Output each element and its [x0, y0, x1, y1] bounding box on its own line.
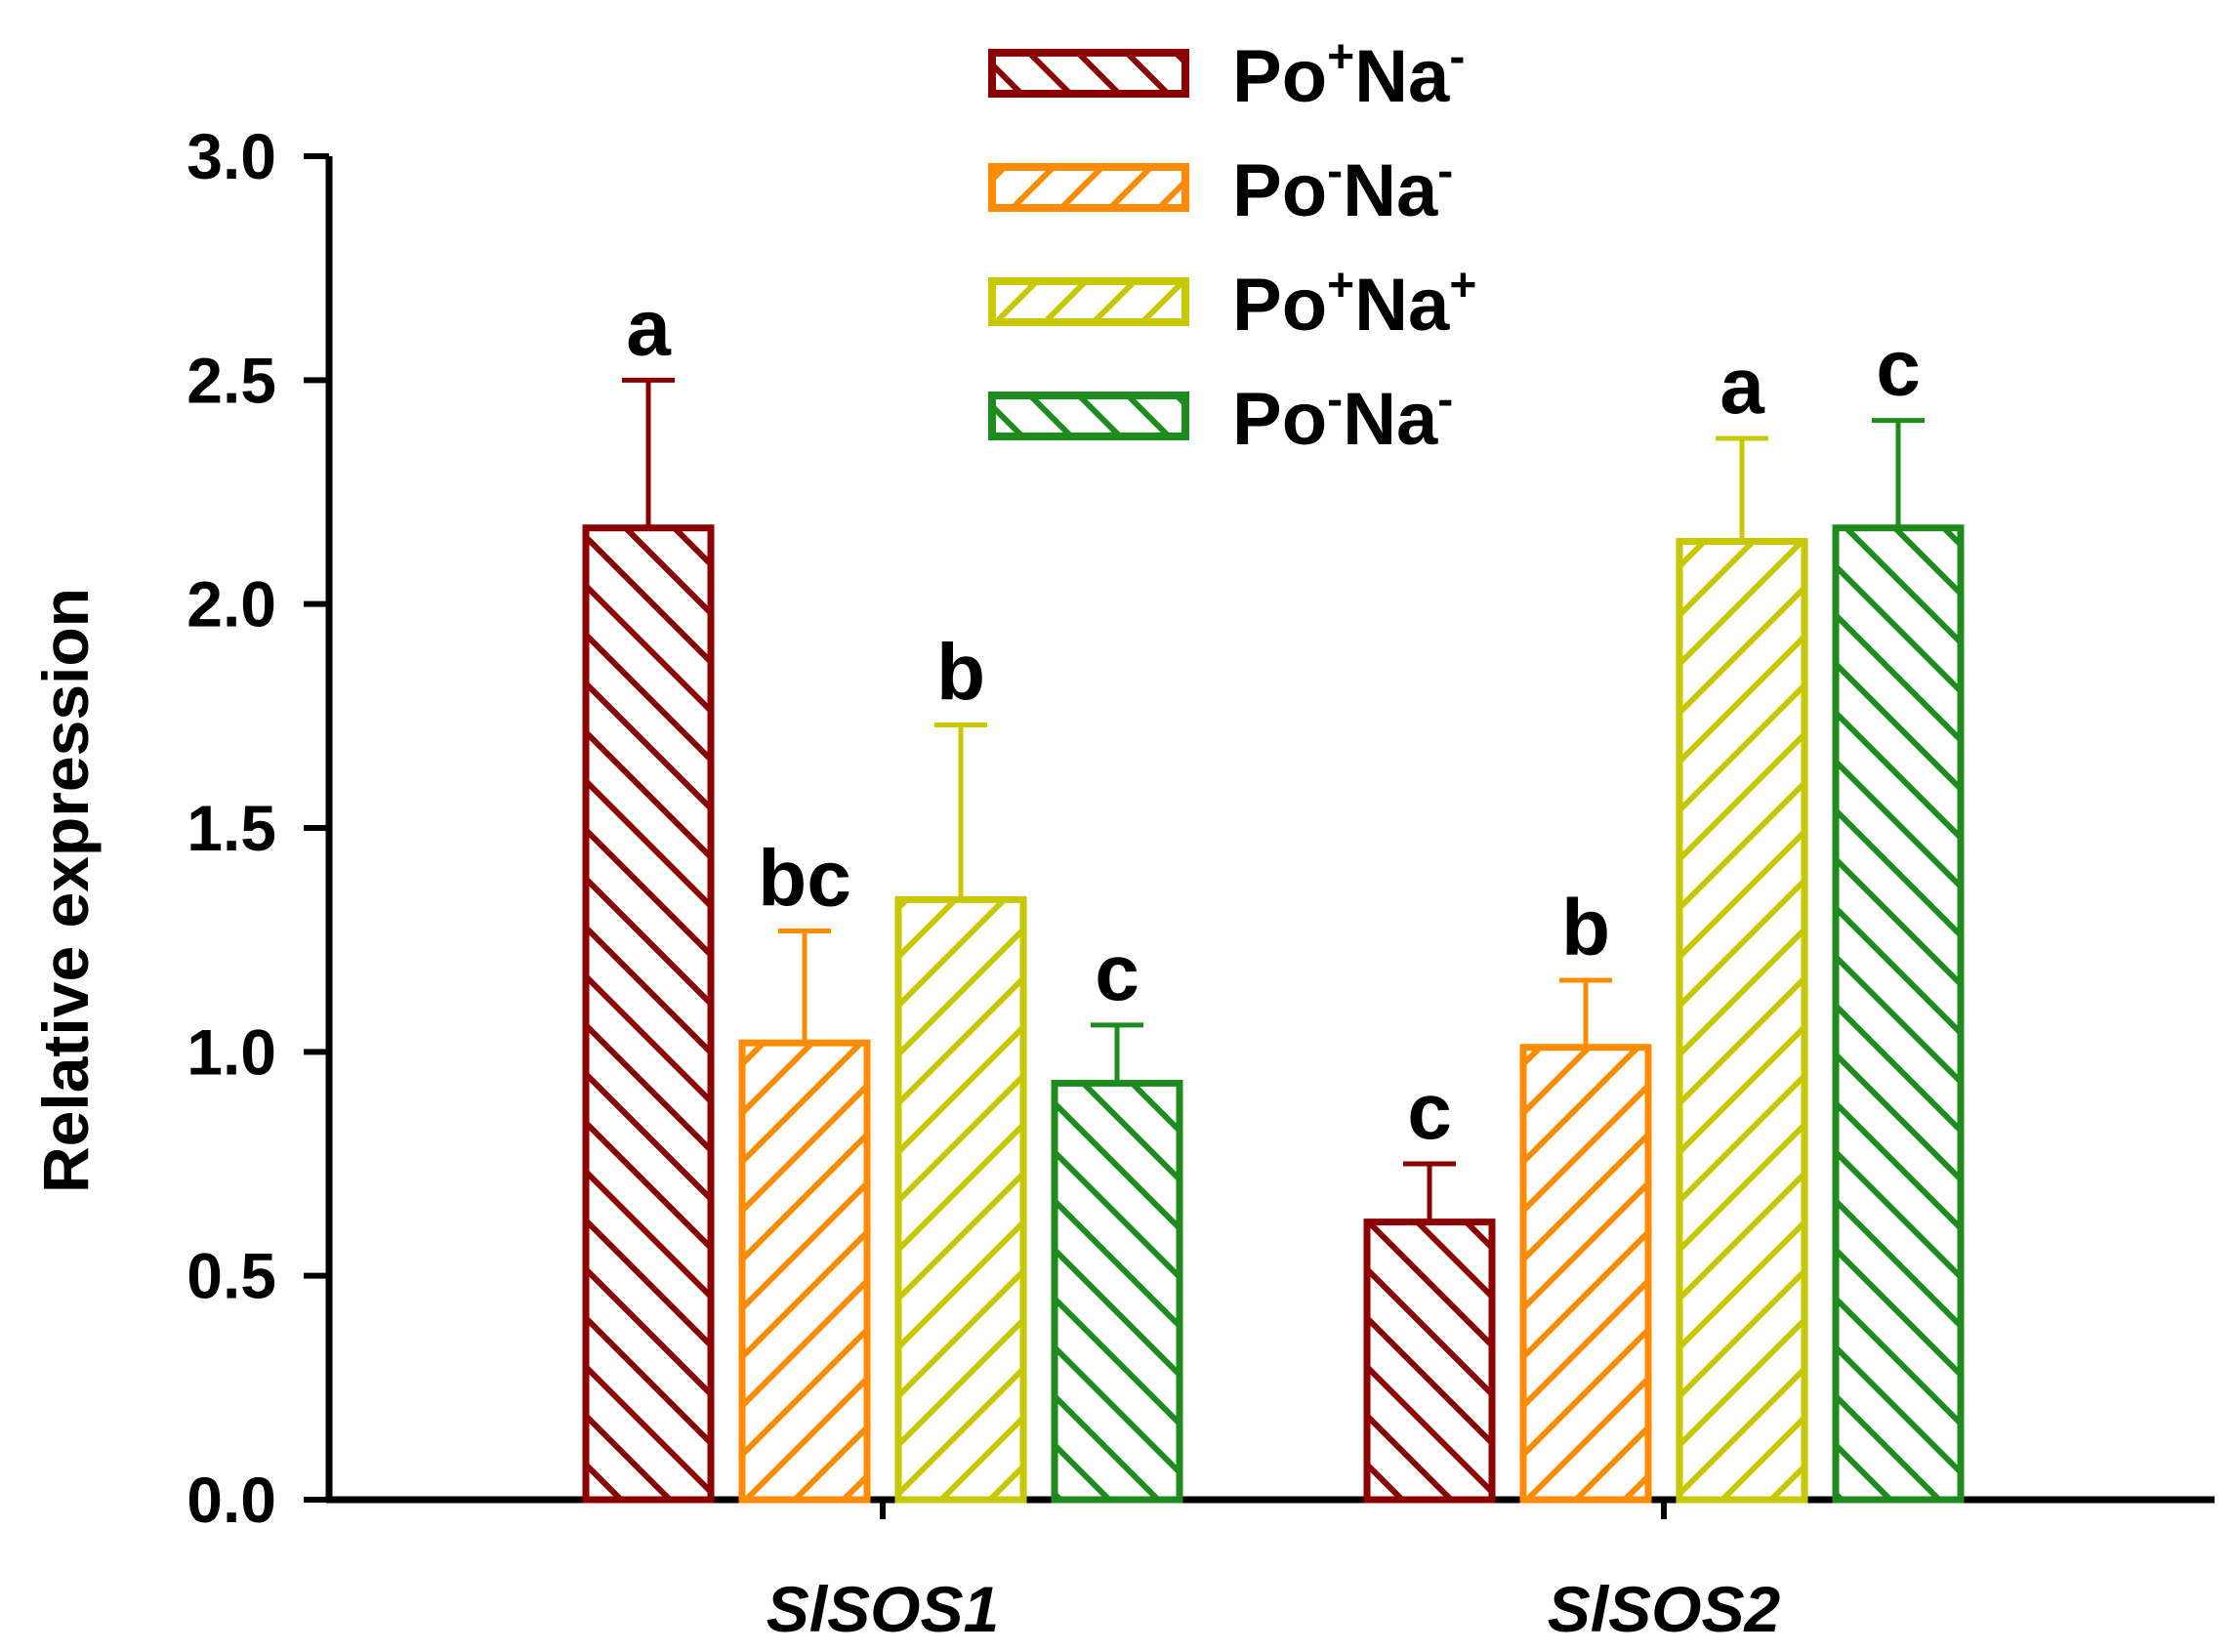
significance-letter: b [936, 629, 985, 718]
significance-letter: b [1561, 884, 1610, 972]
y-tick-label: 2.5 [186, 344, 276, 416]
bar [1519, 1044, 1652, 1504]
legend-label: Po-Na- [1232, 374, 1453, 461]
x-category-label: SlSOS2 [1548, 1573, 1781, 1645]
bar [738, 1039, 871, 1504]
y-tick-label: 0.5 [186, 1240, 276, 1312]
y-tick-label: 1.5 [186, 792, 276, 864]
significance-letter: c [1095, 929, 1140, 1017]
bar [1363, 1218, 1496, 1504]
legend-swatch [988, 392, 1189, 440]
y-tick-label: 3.0 [186, 120, 276, 192]
significance-letter: a [626, 283, 672, 372]
y-ticks: 0.0 0.5 1.0 1.5 2.0 2.5 3.0 [186, 120, 329, 1536]
bar [1676, 537, 1808, 1504]
error-bars [622, 377, 1925, 1222]
bar [582, 524, 715, 1504]
legend: Po+Na- Po-Na- Po+Na+ Po-Na- [988, 31, 1476, 461]
legend-swatch [988, 49, 1189, 98]
y-tick-label: 2.0 [186, 568, 276, 640]
legend-label: Po+Na- [1232, 31, 1465, 118]
bar [1832, 524, 1965, 1504]
legend-label: Po-Na- [1232, 145, 1453, 232]
y-tick-label: 1.0 [186, 1015, 276, 1088]
bar [1051, 1079, 1183, 1504]
x-category-label: SlSOS1 [767, 1573, 999, 1645]
significance-letter: c [1407, 1067, 1452, 1156]
significance-letter: a [1720, 342, 1765, 431]
x-ticks: SlSOS1 SlSOS2 [767, 1500, 1781, 1645]
legend-swatch [988, 163, 1189, 212]
bar [894, 895, 1027, 1504]
y-axis-title: Relative expression [29, 588, 102, 1193]
significance-letter: bc [758, 834, 851, 923]
y-tick-label: 0.0 [186, 1464, 276, 1536]
significance-letter: c [1876, 324, 1921, 413]
bars [582, 524, 1965, 1504]
legend-label: Po+Na+ [1232, 260, 1476, 347]
legend-swatch [988, 277, 1189, 326]
